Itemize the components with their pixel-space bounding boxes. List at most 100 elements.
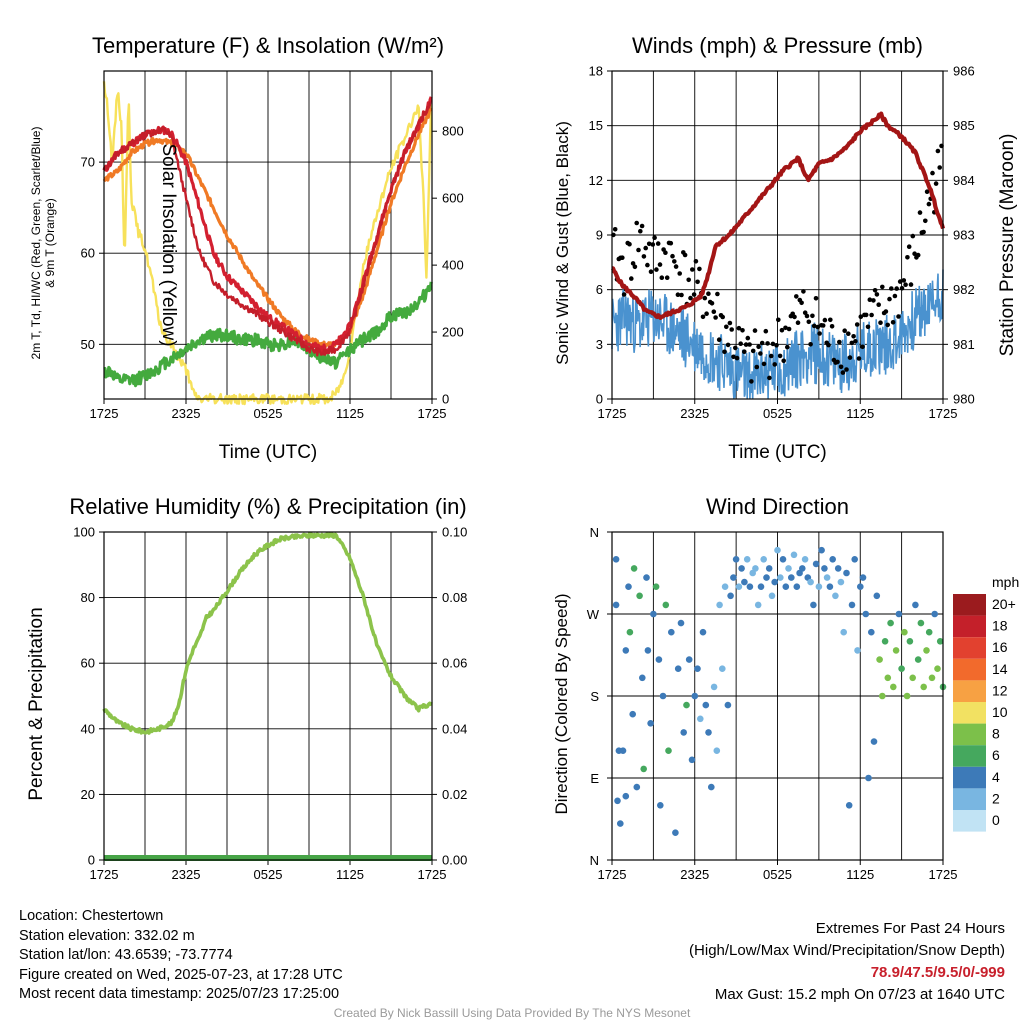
gust-point: [853, 339, 858, 344]
direction-point: [892, 647, 900, 654]
gust-point: [668, 240, 674, 246]
colorbar-swatch: [953, 702, 986, 724]
direction-point: [815, 583, 823, 590]
gust-point: [650, 242, 656, 247]
x-tick-label: 1725: [598, 867, 627, 882]
gust-point: [867, 297, 873, 303]
x-tick-label: 1125: [336, 406, 364, 421]
colorbar-label: 4: [992, 769, 1000, 785]
direction-point: [925, 628, 933, 636]
x-tick-label: 0525: [254, 406, 283, 421]
direction-point: [614, 797, 621, 805]
y-tick-label: 18: [589, 64, 603, 79]
direction-point: [752, 565, 759, 572]
direction-point: [612, 601, 620, 609]
gust-point: [883, 309, 889, 314]
extremes-title: Extremes For Past 24 Hours: [815, 920, 1005, 937]
y-tick-label: 60: [81, 246, 95, 261]
colorbar-swatch: [953, 745, 986, 767]
colorbar-swatch: [953, 788, 986, 810]
direction-point: [685, 656, 693, 663]
direction-point: [793, 583, 801, 590]
direction-point: [683, 701, 690, 709]
gust-point: [750, 348, 756, 354]
x-tick-label: 0525: [254, 867, 283, 882]
series-line-precipitation: [104, 855, 432, 861]
x-tick-label: 2325: [680, 867, 709, 882]
direction-point: [719, 665, 726, 672]
direction-point: [771, 578, 778, 586]
gust-point: [659, 275, 665, 281]
gust-point: [716, 337, 722, 343]
direction-point: [909, 674, 916, 682]
direction-point: [917, 619, 925, 627]
gust-point: [657, 262, 663, 267]
direction-point: [765, 565, 773, 572]
direction-point: [906, 638, 914, 645]
gust-point: [648, 269, 654, 275]
direction-point: [923, 647, 930, 654]
direction-point: [738, 565, 745, 572]
gust-point: [863, 312, 869, 318]
direction-point: [810, 601, 817, 609]
gust-point: [910, 233, 916, 239]
gust-point: [638, 228, 643, 234]
direction-point: [801, 556, 809, 563]
x-tick-label: 1725: [929, 406, 958, 421]
gust-point: [725, 342, 731, 348]
gust-point: [742, 349, 747, 355]
gust-point: [621, 292, 627, 297]
direction-point: [884, 674, 892, 682]
direction-point: [674, 665, 682, 672]
gust-point: [654, 267, 659, 272]
panel-direction: 1725 2325 0525 1125 1725 Wind Direction N E S W N D…: [552, 494, 1019, 882]
direction-point: [785, 565, 792, 572]
direction-point: [639, 674, 646, 682]
gust-point: [810, 313, 815, 319]
gust-point: [727, 320, 733, 326]
gust-point: [786, 326, 792, 332]
plot-border: [611, 70, 944, 400]
direction-point: [837, 578, 845, 586]
gust-point: [646, 241, 652, 247]
y-tick-label: 20: [81, 787, 95, 802]
colorbar-swatch: [953, 723, 986, 746]
gust-point: [711, 309, 717, 315]
direction-point: [774, 546, 781, 554]
direction-point: [779, 556, 787, 563]
direction-point: [920, 683, 927, 691]
direction-point: [622, 792, 630, 800]
direction-point: [688, 756, 696, 764]
x-tick-label: 1725: [929, 867, 958, 882]
gust-point: [865, 324, 871, 330]
plot-border: [103, 70, 433, 400]
gust-point: [838, 364, 844, 370]
y-tick-label-right: 0.00: [442, 853, 467, 868]
direction-point: [665, 747, 672, 754]
gust-point: [906, 244, 912, 249]
gust-point: [677, 271, 682, 276]
gust-point: [627, 241, 632, 247]
series-line-relative-humidity: [102, 531, 433, 735]
direction-point: [657, 802, 664, 809]
y-tick-label-right: 600: [442, 191, 464, 206]
direction-point: [881, 638, 889, 645]
y-tick-label: 15: [589, 118, 603, 133]
credit-text: Created By Nick Bassill Using Data Provi…: [333, 1006, 691, 1020]
direction-point: [625, 583, 632, 590]
direction-point: [677, 619, 685, 627]
gust-point: [905, 254, 910, 260]
gust-point: [840, 370, 846, 375]
direction-point: [876, 656, 883, 663]
gust-point: [770, 341, 776, 347]
gust-point: [912, 251, 917, 256]
direction-point: [898, 665, 905, 672]
chart-title: Winds (mph) & Pressure (mb): [632, 33, 923, 58]
gust-point: [842, 328, 847, 334]
gust-point: [736, 325, 742, 331]
gust-point: [871, 298, 876, 303]
gust-point: [908, 282, 914, 287]
gust-point: [794, 294, 799, 299]
gust-point: [779, 327, 785, 333]
gust-point: [896, 314, 901, 319]
